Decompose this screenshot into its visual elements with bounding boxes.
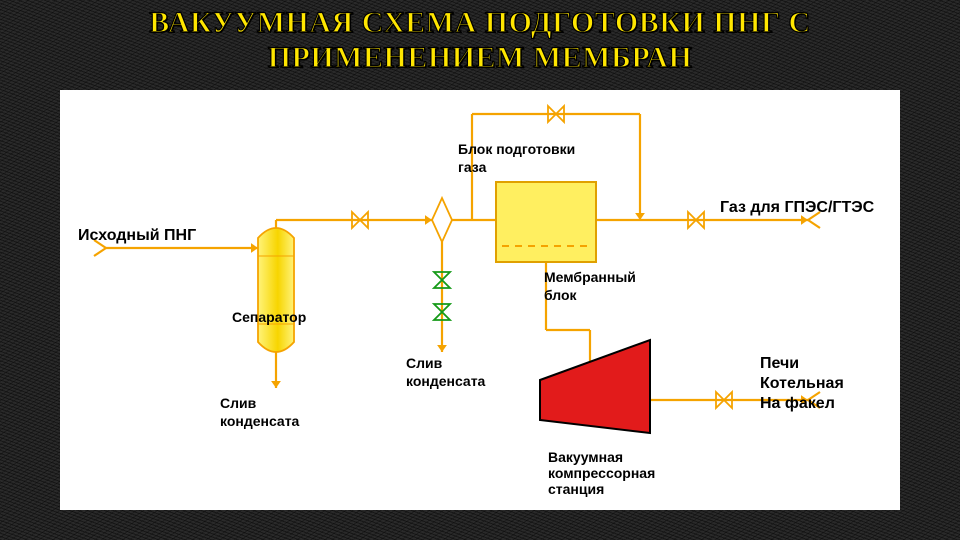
title-line-2: ПРИМЕНЕНИЕМ МЕМБРАН (268, 41, 693, 74)
label-prep-l2: газа (458, 159, 487, 175)
label-drain1-l2: конденсата (220, 413, 300, 429)
slide-root: ВАКУУМНАЯ СХЕМА ПОДГОТОВКИ ПНГ С ПРИМЕНЕ… (0, 0, 960, 540)
label-compr-l1: Вакуумная (548, 449, 623, 465)
label-prep-l1: Блок подготовки (458, 141, 575, 157)
label-compr-l2: компрессорная (548, 465, 655, 481)
vacuum-compressor (540, 340, 650, 433)
title-line-1: ВАКУУМНАЯ СХЕМА ПОДГОТОВКИ ПНГ С (149, 6, 810, 39)
label-membrane-l1: Мембранный (544, 269, 636, 285)
label-input-png: Исходный ПНГ (78, 227, 196, 244)
slide-title: ВАКУУМНАЯ СХЕМА ПОДГОТОВКИ ПНГ С ПРИМЕНЕ… (0, 6, 960, 75)
label-separator: Сепаратор (232, 309, 306, 325)
label-furnace-l3: На факел (760, 395, 835, 412)
label-furnace-l1: Печи (760, 355, 799, 372)
process-diagram: Исходный ПНГ Сепаратор Слив конденсата Слив к… (60, 90, 900, 510)
gas-prep-filter (432, 198, 452, 242)
label-drain2-l1: Слив (406, 355, 443, 371)
label-output-gas: Газ для ГПЭС/ГТЭС (720, 199, 875, 216)
label-membrane-l2: блок (544, 287, 578, 303)
label-drain2-l2: конденсата (406, 373, 486, 389)
label-furnace-l2: Котельная (760, 375, 844, 392)
membrane-block (496, 182, 596, 262)
label-drain1-l1: Слив (220, 395, 257, 411)
separator-vessel (258, 228, 294, 352)
diagram-panel: Исходный ПНГ Сепаратор Слив конденсата Слив к… (60, 90, 900, 510)
label-compr-l3: станция (548, 481, 604, 497)
